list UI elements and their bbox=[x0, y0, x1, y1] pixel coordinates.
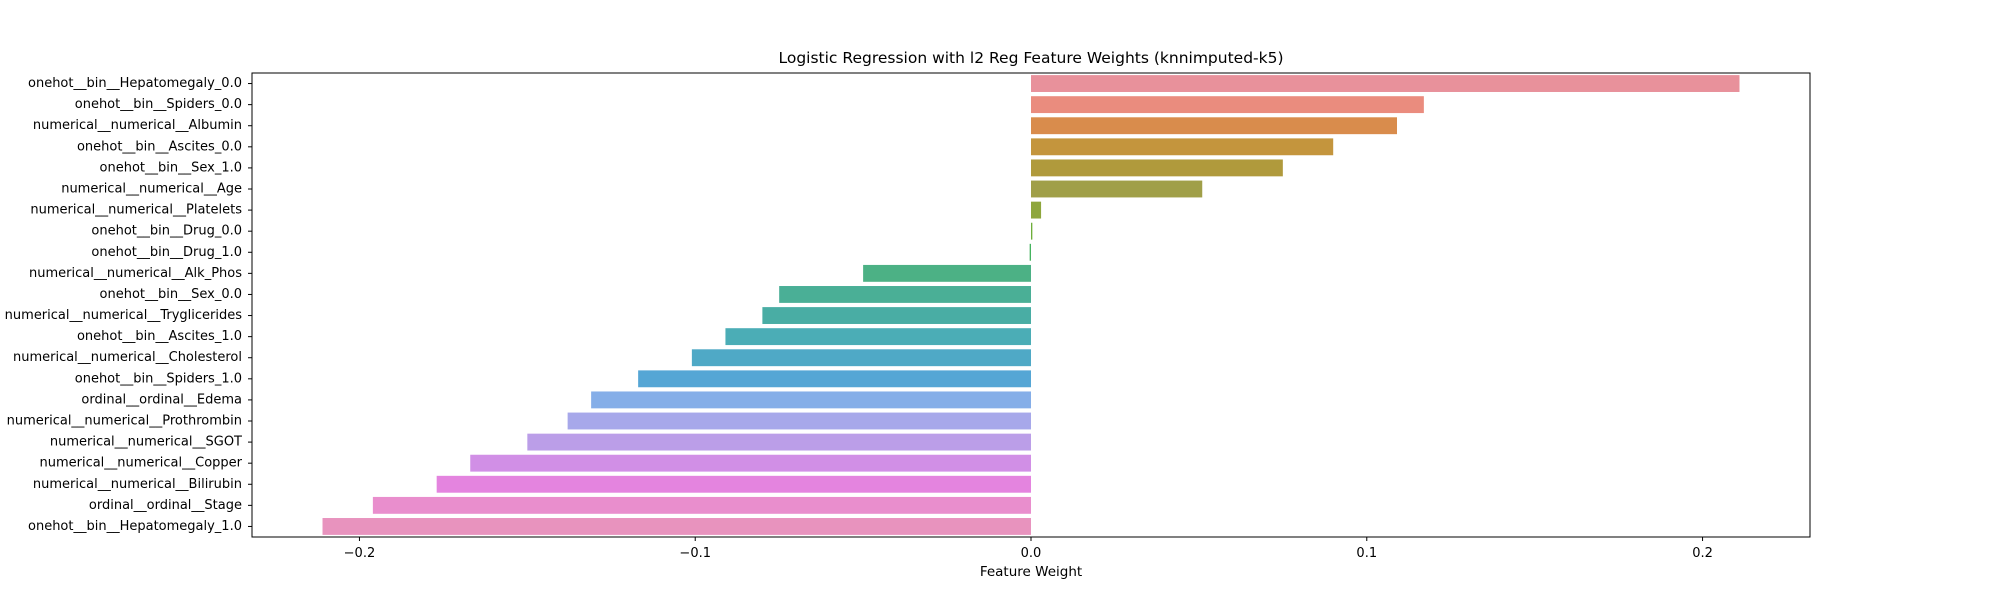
bar-numerical__numerical__Bilirubin bbox=[436, 475, 1031, 493]
chart-title: Logistic Regression with l2 Reg Feature … bbox=[778, 49, 1283, 67]
bar-numerical__numerical__Copper bbox=[470, 454, 1032, 472]
x-tick-label: 0.2 bbox=[1692, 546, 1713, 561]
bar-numerical__numerical__Albumin bbox=[1031, 117, 1397, 135]
y-tick-label: numerical__numerical__Prothrombin bbox=[7, 414, 242, 429]
bar-onehot__bin__Spiders_1.0 bbox=[638, 370, 1031, 388]
bar-onehot__bin__Hepatomegaly_1.0 bbox=[322, 518, 1031, 535]
bars-group bbox=[322, 75, 1740, 535]
y-tick-label: numerical__numerical__Albumin bbox=[33, 118, 242, 133]
y-tick-label: numerical__numerical__Copper bbox=[39, 456, 242, 471]
bar-onehot__bin__Ascites_1.0 bbox=[725, 328, 1031, 346]
bar-onehot__bin__Sex_1.0 bbox=[1031, 159, 1283, 177]
x-tick-label: −0.1 bbox=[679, 546, 711, 561]
bar-numerical__numerical__Alk_Phos bbox=[863, 264, 1031, 282]
y-axis: onehot__bin__Hepatomegaly_0.0 onehot__bin… bbox=[5, 76, 252, 534]
y-tick-label: numerical__numerical__Cholesterol bbox=[13, 350, 242, 365]
y-tick-label: numerical__numerical__SGOT bbox=[50, 435, 242, 450]
y-tick-label: onehot__bin__Spiders_0.0 bbox=[75, 97, 242, 112]
bar-onehot__bin__Spiders_0.0 bbox=[1031, 96, 1424, 114]
y-tick-label: onehot__bin__Drug_0.0 bbox=[91, 224, 242, 239]
x-tick-label: 0.0 bbox=[1021, 546, 1042, 561]
bar-numerical__numerical__Cholesterol bbox=[691, 349, 1031, 367]
y-tick-label: numerical__numerical__Tryglicerides bbox=[5, 308, 243, 323]
bar-numerical__numerical__Age bbox=[1031, 180, 1203, 198]
y-tick-label: onehot__bin__Hepatomegaly_1.0 bbox=[28, 519, 242, 534]
y-tick-label: numerical__numerical__Bilirubin bbox=[33, 477, 242, 492]
y-tick-label: onehot__bin__Ascites_0.0 bbox=[77, 139, 242, 154]
bar-ordinal__ordinal__Edema bbox=[591, 391, 1031, 409]
x-tick-label: 0.1 bbox=[1356, 546, 1377, 561]
bar-numerical__numerical__Platelets bbox=[1031, 201, 1042, 219]
y-tick-label: onehot__bin__Spiders_1.0 bbox=[75, 371, 242, 386]
y-tick-label: onehot__bin__Sex_1.0 bbox=[100, 160, 242, 175]
y-tick-label: onehot__bin__Ascites_1.0 bbox=[77, 329, 242, 344]
y-tick-label: ordinal__ordinal__Stage bbox=[89, 498, 242, 513]
y-tick-label: numerical__numerical__Alk_Phos bbox=[29, 266, 242, 281]
y-tick-label: numerical__numerical__Platelets bbox=[30, 203, 242, 218]
y-tick-label: onehot__bin__Hepatomegaly_0.0 bbox=[28, 76, 242, 91]
y-tick-label: onehot__bin__Drug_1.0 bbox=[91, 245, 242, 260]
bar-numerical__numerical__SGOT bbox=[527, 433, 1031, 451]
bar-onehot__bin__Drug_0.0 bbox=[1031, 222, 1033, 240]
bar-onehot__bin__Ascites_0.0 bbox=[1031, 138, 1334, 156]
x-tick-label: −0.2 bbox=[344, 546, 376, 561]
bar-onehot__bin__Sex_0.0 bbox=[779, 286, 1031, 303]
y-tick-label: onehot__bin__Sex_0.0 bbox=[100, 287, 242, 302]
bar-numerical__numerical__Prothrombin bbox=[567, 412, 1031, 430]
bar-onehot__bin__Drug_1.0 bbox=[1029, 243, 1031, 261]
y-tick-label: ordinal__ordinal__Edema bbox=[81, 392, 242, 407]
bar-onehot__bin__Hepatomegaly_0.0 bbox=[1031, 75, 1740, 92]
x-axis-label: Feature Weight bbox=[980, 564, 1082, 580]
bar-numerical__numerical__Tryglicerides bbox=[762, 307, 1031, 324]
y-tick-label: numerical__numerical__Age bbox=[61, 182, 242, 197]
bar-ordinal__ordinal__Stage bbox=[372, 496, 1032, 514]
x-axis: −0.2 −0.1 0.0 0.1 0.2 bbox=[344, 537, 1713, 561]
